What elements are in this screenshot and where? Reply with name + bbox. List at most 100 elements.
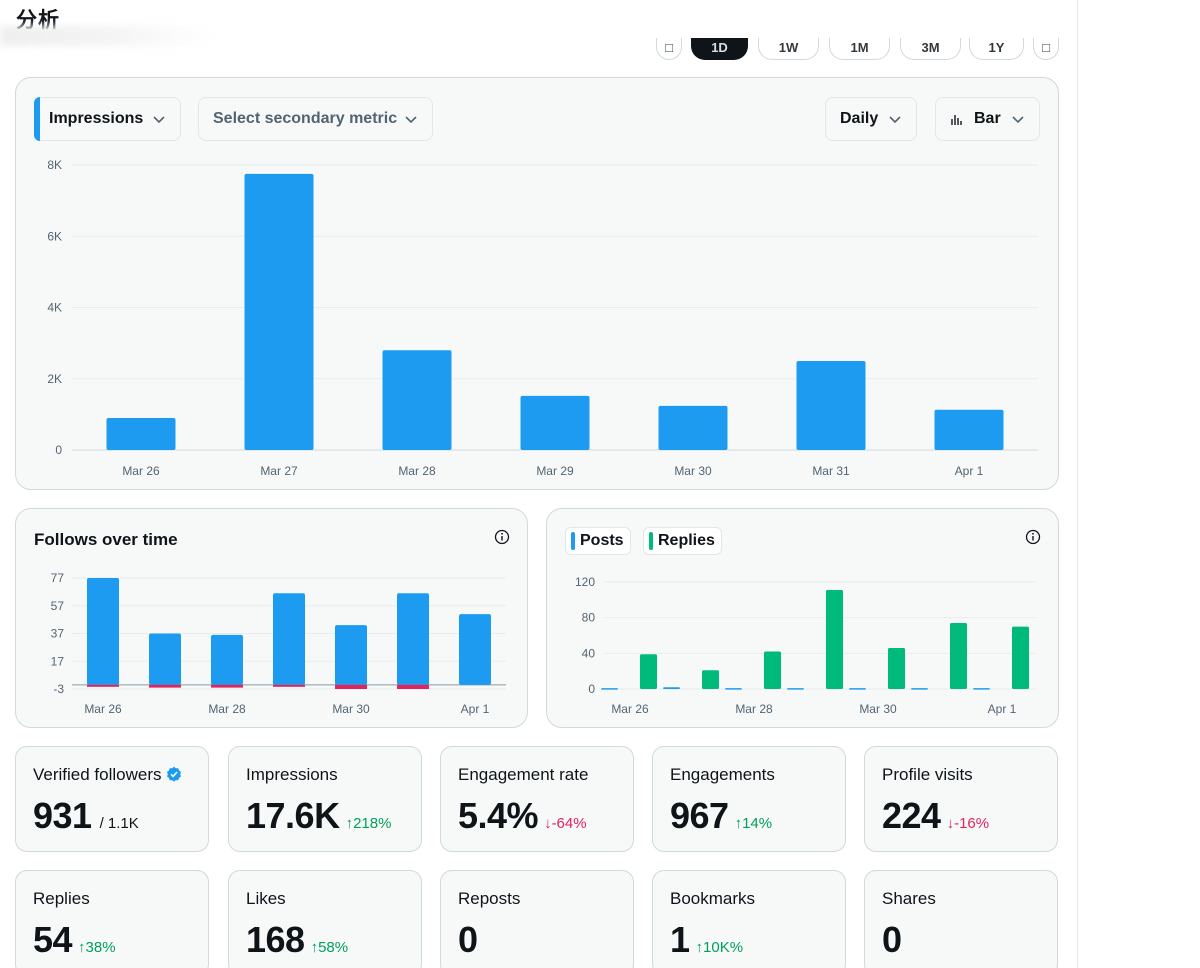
stat-value-row: 224 ↓-16% [882, 795, 989, 837]
y-tick-label: 6K [47, 229, 62, 243]
impressions-bar [658, 405, 728, 450]
stat-card-impressions[interactable]: Impressions 17.6K ↑218% [228, 746, 422, 852]
y-tick-label: 2K [47, 372, 62, 386]
stat-value: 931 [33, 795, 92, 836]
impressions-bar [520, 395, 590, 450]
replies-bar [702, 670, 719, 689]
arrow-up-icon: ↑ [695, 939, 704, 956]
stat-value-row: 17.6K ↑218% [246, 795, 391, 837]
unfollows-bar [87, 684, 119, 687]
chart-type-label: Bar [974, 110, 1001, 127]
replies-bar [888, 647, 905, 689]
impressions-bar-chart: 0 2K 4K 6K 8K Mar 26 Mar 27 Mar 28 Mar 29 Mar 30 M… [47, 158, 1038, 478]
stat-value-row: 967 ↑14% [670, 795, 772, 837]
stat-delta: ↑14% [735, 815, 773, 832]
replies-bar [950, 623, 967, 689]
stat-card-profile-visits[interactable]: Profile visits 224 ↓-16% [864, 746, 1058, 852]
follows-chart-title: Follows over time [34, 530, 178, 549]
stat-card-replies[interactable]: Replies 54 ↑38% [15, 870, 209, 968]
stat-value: 17.6K [246, 795, 340, 836]
posts-bar [911, 688, 928, 690]
range-1y-button[interactable]: 1Y [969, 38, 1024, 60]
range-calendar-start-button[interactable]: □ [656, 38, 682, 60]
follows-bar [211, 634, 243, 685]
chevron-down-icon [1012, 116, 1024, 124]
stat-label: Reposts [458, 889, 521, 908]
stat-delta: ↑218% [346, 815, 392, 832]
x-tick-label: Apr 1 [955, 464, 984, 478]
follows-bar [273, 593, 305, 685]
stat-value: 0 [458, 919, 478, 960]
bar-chart-icon [951, 115, 962, 125]
stat-value-row: 931 / 1.1K [33, 795, 139, 837]
stat-delta-value: 58% [318, 939, 349, 956]
impressions-bar [934, 409, 1004, 450]
legend-replies-toggle[interactable]: Replies [643, 527, 722, 555]
y-tick-label: 77 [51, 571, 65, 585]
stat-delta: ↓-64% [544, 815, 587, 832]
range-calendar-end-button[interactable]: □ [1033, 38, 1059, 60]
range-3m-button[interactable]: 3M [900, 38, 961, 60]
y-tick-label: 8K [47, 158, 62, 172]
y-tick-label: 40 [582, 646, 596, 660]
stat-value: 168 [246, 919, 305, 960]
y-tick-label: 0 [588, 682, 595, 696]
arrow-up-icon: ↑ [734, 815, 743, 832]
stat-card-likes[interactable]: Likes 168 ↑58% [228, 870, 422, 968]
arrow-up-icon: ↑ [345, 815, 354, 832]
stat-value: 54 [33, 919, 73, 960]
replies-bar [826, 590, 843, 689]
x-tick-label: Mar 28 [398, 464, 436, 478]
range-1m-button[interactable]: 1M [829, 38, 890, 60]
interval-dropdown[interactable]: Daily [825, 97, 917, 141]
info-icon[interactable] [494, 529, 510, 545]
stat-card-bookmarks[interactable]: Bookmarks 1 ↑10K% [652, 870, 846, 968]
stat-delta-value: 38% [85, 939, 116, 956]
right-divider [1077, 0, 1078, 968]
follows-bar [397, 593, 429, 685]
x-tick-label: Mar 27 [260, 464, 298, 478]
secondary-metric-dropdown[interactable]: Select secondary metric [198, 97, 433, 141]
x-tick-label: Apr 1 [461, 702, 490, 716]
stat-value-row: 1 ↑10K% [670, 919, 743, 961]
impressions-bar [382, 350, 452, 450]
stat-label: Replies [33, 889, 90, 908]
primary-metric-label: Impressions [49, 110, 144, 127]
stat-label: Engagements [670, 765, 775, 784]
y-tick-label: 4K [47, 301, 62, 315]
x-tick-label: Mar 26 [611, 702, 649, 716]
secondary-metric-label: Select secondary metric [213, 110, 398, 127]
stat-card-reposts[interactable]: Reposts 0 [440, 870, 634, 968]
info-icon[interactable] [1025, 529, 1041, 545]
range-1d-button[interactable]: 1D [691, 38, 748, 60]
x-tick-label: Mar 28 [208, 702, 246, 716]
stat-card-engagements[interactable]: Engagements 967 ↑14% [652, 746, 846, 852]
stat-card-verified-followers[interactable]: Verified followers 931 / 1.1K [15, 746, 209, 852]
chart-type-dropdown[interactable]: Bar [935, 97, 1040, 141]
legend-posts-toggle[interactable]: Posts [565, 527, 631, 555]
x-tick-label: Mar 29 [536, 464, 574, 478]
posts-bar [787, 688, 804, 690]
posts-bar [725, 688, 742, 690]
stat-delta-value: -16% [954, 815, 990, 832]
follows-chart-panel: Follows over time -3 17 37 57 77 Mar 26 Mar 28… [15, 508, 528, 728]
arrow-up-icon: ↑ [310, 939, 319, 956]
stat-value: 1 [670, 919, 690, 960]
primary-metric-dropdown[interactable]: Impressions [34, 97, 181, 141]
stat-value-row: 54 ↑38% [33, 919, 116, 961]
y-tick-label: 17 [51, 654, 65, 668]
stat-total: / 1.1K [99, 815, 139, 832]
y-tick-label: 37 [51, 627, 65, 641]
posts-bar [663, 687, 680, 689]
range-1w-button[interactable]: 1W [758, 38, 819, 60]
arrow-down-icon: ↓ [544, 815, 552, 832]
stat-card-engagement-rate[interactable]: Engagement rate 5.4% ↓-64% [440, 746, 634, 852]
y-tick-label: 80 [582, 611, 596, 625]
x-tick-label: Mar 28 [735, 702, 773, 716]
posts-replies-chart-panel: Posts Replies 0 40 80 120 Mar 26 Mar 28 Mar 30… [546, 508, 1059, 728]
chevron-down-icon [889, 116, 901, 124]
stat-delta: ↑58% [311, 939, 349, 956]
impressions-chart-panel: Impressions Select secondary metric Dail… [15, 77, 1059, 490]
stat-delta: ↑38% [78, 939, 116, 956]
stat-card-shares[interactable]: Shares 0 [864, 870, 1058, 968]
